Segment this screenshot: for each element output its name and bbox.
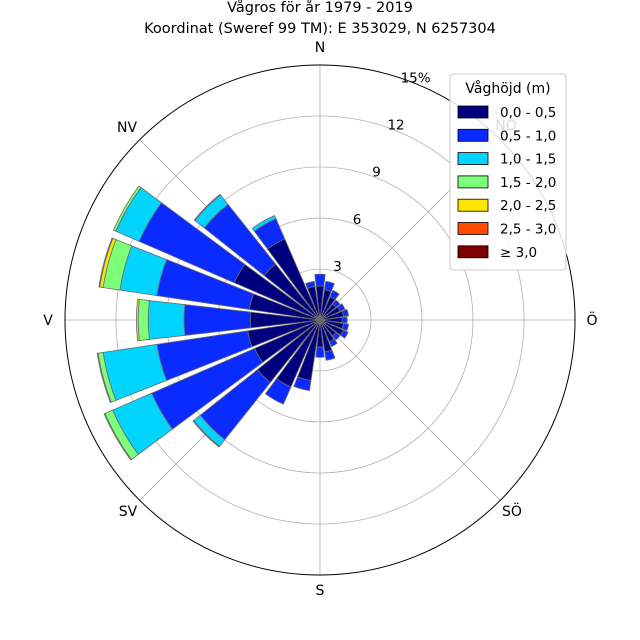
- legend-swatch: [457, 245, 489, 259]
- direction-label: Ö: [586, 311, 597, 329]
- legend-box: [449, 73, 567, 271]
- rose-bar-segment: [135, 298, 140, 342]
- ring-tick-label: 6: [353, 212, 362, 228]
- legend-swatch: [457, 105, 489, 119]
- rose-bar-segment: [98, 237, 114, 288]
- rose-bar-segment: [328, 338, 338, 348]
- rose-bar-segment: [137, 298, 150, 342]
- legend-label: 2,0 - 2,5: [500, 198, 556, 214]
- rose-bar-segment: [341, 316, 348, 324]
- direction-label: SV: [119, 504, 138, 520]
- ring-tick-label: 15%: [401, 70, 431, 86]
- grid-spoke: [319, 319, 501, 501]
- rose-bar-segment: [341, 308, 350, 317]
- chart-title: Vågros för år 1979 - 2019: [227, 0, 413, 16]
- legend-swatch: [457, 198, 489, 212]
- legend-label: ≥ 3,0: [500, 245, 537, 261]
- rose-bar-segment: [192, 419, 221, 448]
- legend-title: Våghöjd (m): [465, 80, 550, 97]
- rose-bar-segment: [341, 323, 350, 332]
- grid-ring: [115, 115, 525, 525]
- rose-bar-segment: [314, 273, 326, 287]
- legend-label: 1,0 - 1,5: [500, 152, 556, 168]
- rose-bar-segment: [112, 185, 142, 232]
- direction-label: SÖ: [502, 502, 522, 520]
- rose-bar-segment: [96, 352, 112, 404]
- ring-tick-label: 3: [333, 259, 342, 275]
- rose-bar-segment: [324, 349, 336, 361]
- legend-label: 0,0 - 0,5: [500, 105, 556, 121]
- outer-ring: [64, 64, 576, 576]
- direction-label: S: [316, 583, 325, 599]
- rose-bar-segment: [293, 376, 312, 392]
- rose-bar-segment: [329, 289, 340, 301]
- rose-bar-segment: [337, 303, 346, 312]
- rose-bar-segment: [315, 346, 325, 358]
- legend-label: 2,5 - 3,0: [500, 222, 556, 238]
- rose-bar-segment: [103, 413, 132, 461]
- direction-label: N: [315, 40, 325, 56]
- rose-bar-segment: [183, 304, 252, 336]
- rose-bar-segment: [305, 280, 316, 289]
- rose-bar-segment: [332, 332, 341, 341]
- rose-bar-segment: [264, 378, 292, 405]
- legend: Våghöjd (m) 0,0 - 0,5 0,5 - 1,0 1,0 - 1,5 1,…: [449, 73, 567, 271]
- legend-swatch: [457, 175, 489, 189]
- rose-bar-segment: [251, 215, 277, 232]
- legend-swatch: [457, 152, 489, 166]
- direction-label: V: [43, 313, 53, 329]
- rose-bar-segment: [147, 300, 186, 340]
- legend-swatch: [457, 128, 489, 142]
- chart-subtitle: Koordinat (Sweref 99 TM): E 353029, N 62…: [144, 21, 496, 37]
- rose-bar-segment: [193, 193, 222, 222]
- sector-bars: [96, 185, 350, 461]
- legend-label: 0,5 - 1,0: [500, 128, 556, 144]
- rose-bar-segment: [332, 299, 341, 308]
- rose-bar-segment: [339, 329, 349, 339]
- legend-swatch: [457, 222, 489, 235]
- ring-tick-label: 12: [387, 118, 404, 134]
- direction-label: NV: [117, 120, 137, 136]
- ring-tick-label: 9: [372, 165, 381, 181]
- rose-bar-segment: [324, 280, 335, 293]
- legend-label: 1,5 - 2,0: [500, 175, 556, 191]
